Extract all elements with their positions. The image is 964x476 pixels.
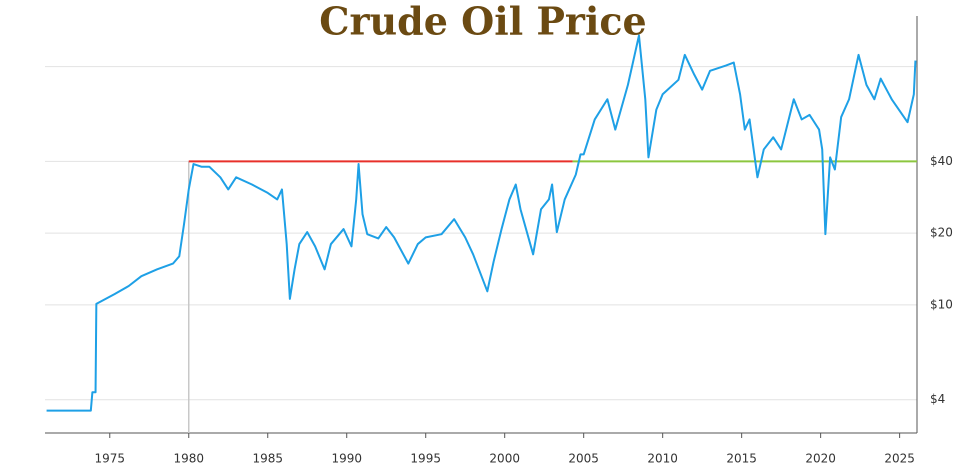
- x-tick-label: 2010: [647, 452, 678, 466]
- x-tick-label: 2015: [726, 452, 757, 466]
- x-tick-label: 2005: [568, 452, 599, 466]
- x-tick-label: 2025: [884, 452, 915, 466]
- x-tick-label: 2000: [489, 452, 520, 466]
- y-tick-label: $4: [930, 392, 945, 406]
- x-tick-label: 1980: [173, 452, 204, 466]
- x-tick-label: 1995: [410, 452, 441, 466]
- price-line: [46, 34, 917, 412]
- x-tick-label: 1985: [252, 452, 283, 466]
- x-tick-label: 1975: [94, 452, 125, 466]
- y-tick-label: $10: [930, 297, 953, 311]
- chart-title: Crude Oil Price: [319, 0, 646, 44]
- y-tick-label: $20: [930, 226, 953, 240]
- x-tick-label: 1990: [331, 452, 362, 466]
- y-tick-label: $40: [930, 154, 953, 168]
- x-tick-label: 2020: [805, 452, 836, 466]
